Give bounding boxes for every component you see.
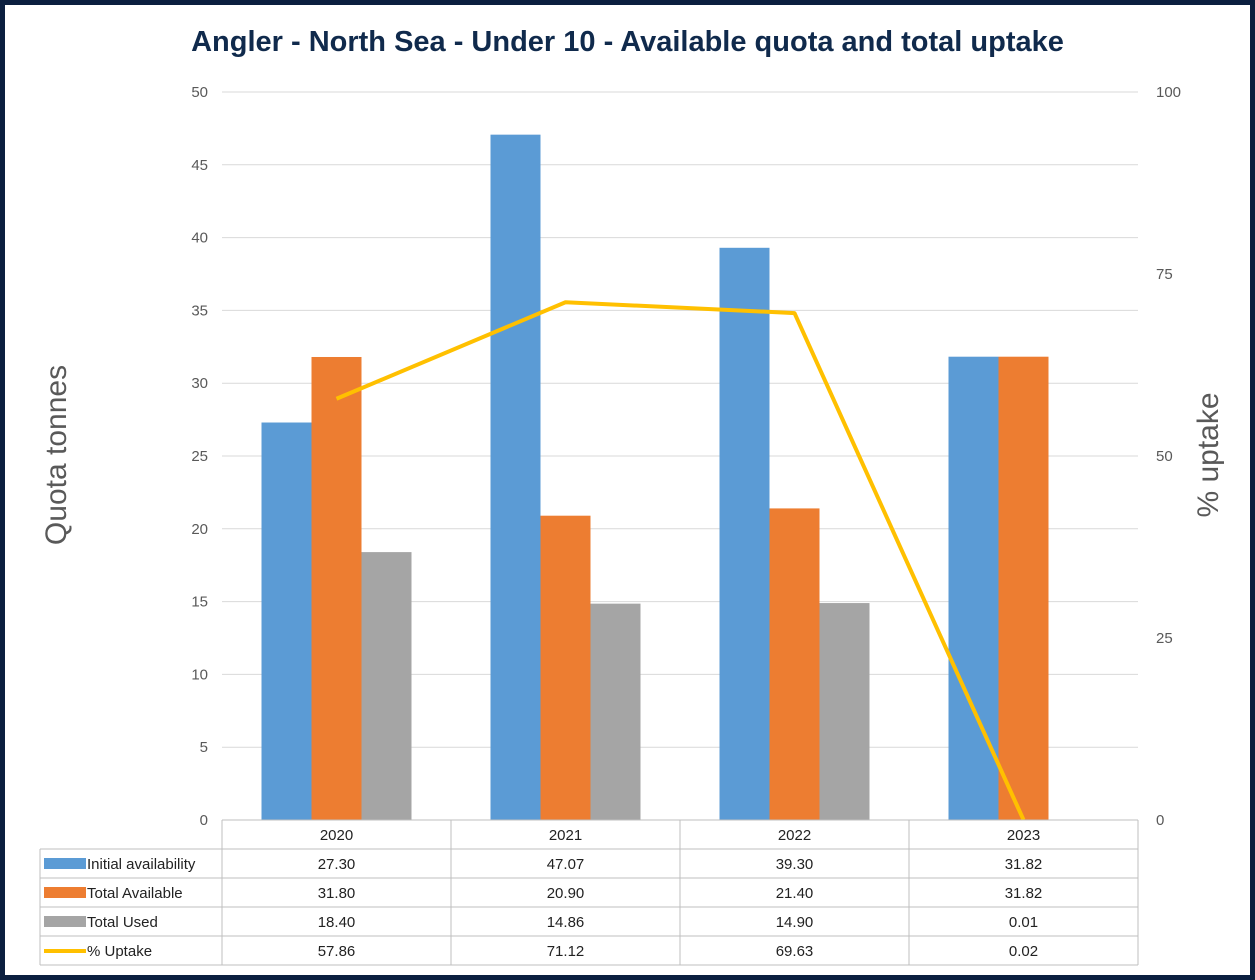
table-cell: 31.80 xyxy=(318,885,356,902)
category-label: 2022 xyxy=(778,827,811,844)
bars xyxy=(261,134,1099,821)
table-cell: 71.12 xyxy=(547,943,585,960)
table-cell: 27.30 xyxy=(318,856,356,873)
y-tick-label: 5 xyxy=(200,739,208,756)
legend-label: Total Available xyxy=(87,885,183,902)
y-tick-label: 0 xyxy=(200,812,208,829)
bar xyxy=(719,247,770,821)
table-cell: 14.90 xyxy=(776,914,814,931)
y-tick-label: 10 xyxy=(191,666,208,683)
table-cell: 69.63 xyxy=(776,943,814,960)
legend-swatch xyxy=(44,858,86,869)
left-axis: 0 5 10 15 20 25 30 35 40 45 50 xyxy=(191,84,208,829)
bar xyxy=(490,134,541,821)
y-tick-label: 50 xyxy=(191,84,208,101)
y-tick-label: 15 xyxy=(191,594,208,611)
uptake-line-path xyxy=(335,300,1026,821)
bar xyxy=(540,515,591,820)
table-cell: 21.40 xyxy=(776,885,814,902)
table-cell: 31.82 xyxy=(1005,885,1043,902)
y2-tick-label: 0 xyxy=(1156,812,1164,829)
y-tick-label: 30 xyxy=(191,375,208,392)
legend-swatch xyxy=(44,916,86,927)
category-label: 2021 xyxy=(549,827,582,844)
category-label: 2023 xyxy=(1007,827,1040,844)
bar xyxy=(998,356,1049,820)
table-cell: 31.82 xyxy=(1005,856,1043,873)
bar xyxy=(311,356,362,820)
category-label: 2020 xyxy=(320,827,353,844)
y-tick-label: 45 xyxy=(191,157,208,174)
chart-title: Angler - North Sea - Under 10 - Availabl… xyxy=(191,26,1064,58)
bar xyxy=(769,508,820,820)
y-tick-label: 20 xyxy=(191,521,208,538)
y-tick-label: 40 xyxy=(191,230,208,247)
legend-label: % Uptake xyxy=(87,943,152,960)
y-tick-label: 35 xyxy=(191,302,208,319)
y2-tick-label: 100 xyxy=(1156,84,1181,101)
bar xyxy=(819,603,870,820)
y-axis-title: Quota tonnes xyxy=(40,365,73,545)
table-cell: 57.86 xyxy=(318,943,356,960)
legend-swatch xyxy=(44,887,86,898)
legend-label: Initial availability xyxy=(87,856,196,873)
table-cell: 47.07 xyxy=(547,856,585,873)
table-cell: 14.86 xyxy=(547,914,585,931)
data-table: 2020 2021 2022 2023 Initial availability 27.3… xyxy=(39,819,1139,966)
table-cell: 0.02 xyxy=(1009,943,1038,960)
y2-axis-title: % uptake xyxy=(1192,392,1225,517)
table-cell: 39.30 xyxy=(776,856,814,873)
bar xyxy=(261,422,312,820)
bar xyxy=(590,603,641,820)
y2-tick-label: 50 xyxy=(1156,448,1173,465)
table-cell: 18.40 xyxy=(318,914,356,931)
y-tick-label: 25 xyxy=(191,448,208,465)
table-cell: 0.01 xyxy=(1009,914,1038,931)
bar xyxy=(361,552,412,820)
table-cell: 20.90 xyxy=(547,885,585,902)
y2-tick-label: 75 xyxy=(1156,266,1173,283)
right-axis: 0 25 50 75 100 xyxy=(1156,84,1181,829)
legend-label: Total Used xyxy=(87,914,158,931)
uptake-line xyxy=(335,300,1026,821)
y2-tick-label: 25 xyxy=(1156,630,1173,647)
